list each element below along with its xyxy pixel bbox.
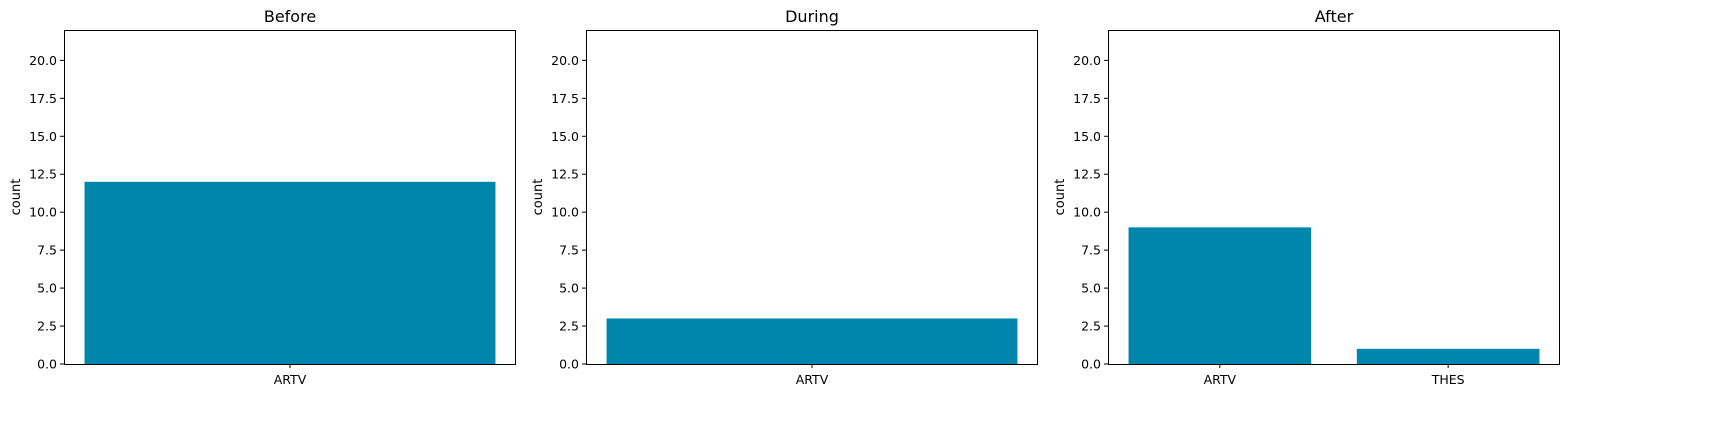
y-tick-label: 10.0: [551, 205, 579, 220]
bar-artv: [1128, 227, 1312, 364]
y-tick-label: 7.5: [37, 243, 57, 258]
bar-artv: [606, 318, 1018, 364]
chart-panel-0: Before count 0.0 2.5 5.0 7.5 10.0 12.5 15.0 17.5 2…: [9, 7, 516, 387]
y-tick-label: 20.0: [1073, 53, 1101, 68]
chart-title: Before: [264, 7, 316, 26]
x-tick-label: ARTV: [796, 372, 829, 387]
bar-thes: [1356, 348, 1540, 364]
chart-panel-2: After count 0.0 2.5 5.0 7.5 10.0 12.5 15.0 17.5 20…: [1053, 7, 1560, 387]
x-tick-label: THES: [1431, 372, 1465, 387]
y-tick-label: 20.0: [551, 53, 579, 68]
y-axis-label: count: [531, 179, 546, 216]
y-tick-label: 5.0: [37, 281, 57, 296]
x-tick-label: ARTV: [1204, 372, 1237, 387]
y-tick-label: 17.5: [1073, 91, 1101, 106]
y-tick-label: 10.0: [1073, 205, 1101, 220]
y-tick-label: 5.0: [1081, 281, 1101, 296]
chart-title: After: [1315, 7, 1354, 26]
y-tick-label: 10.0: [29, 205, 57, 220]
y-tick-label: 7.5: [1081, 243, 1101, 258]
y-tick-label: 12.5: [551, 167, 579, 182]
y-tick-label: 0.0: [1081, 357, 1101, 372]
y-tick-label: 15.0: [29, 129, 57, 144]
axes-frame: [64, 30, 516, 365]
y-tick-label: 2.5: [559, 319, 579, 334]
axes-frame: [1108, 30, 1560, 365]
y-tick-label: 0.0: [559, 357, 579, 372]
y-tick-label: 15.0: [1073, 129, 1101, 144]
y-tick-label: 17.5: [551, 91, 579, 106]
y-tick-label: 12.5: [29, 167, 57, 182]
y-tick-label: 2.5: [37, 319, 57, 334]
y-tick-label: 12.5: [1073, 167, 1101, 182]
y-tick-label: 5.0: [559, 281, 579, 296]
axes-frame: [586, 30, 1038, 365]
y-tick-label: 2.5: [1081, 319, 1101, 334]
y-tick-label: 17.5: [29, 91, 57, 106]
x-tick-label: ARTV: [274, 372, 307, 387]
y-tick-label: 15.0: [551, 129, 579, 144]
y-tick-label: 20.0: [29, 53, 57, 68]
chart-panel-1: During count 0.0 2.5 5.0 7.5 10.0 12.5 15.0 17.5 2…: [531, 7, 1038, 387]
y-tick-label: 0.0: [37, 357, 57, 372]
y-tick-label: 7.5: [559, 243, 579, 258]
y-axis-label: count: [9, 179, 24, 216]
chart-title: During: [785, 7, 839, 26]
bar-artv: [84, 181, 496, 364]
y-axis-label: count: [1053, 179, 1068, 216]
